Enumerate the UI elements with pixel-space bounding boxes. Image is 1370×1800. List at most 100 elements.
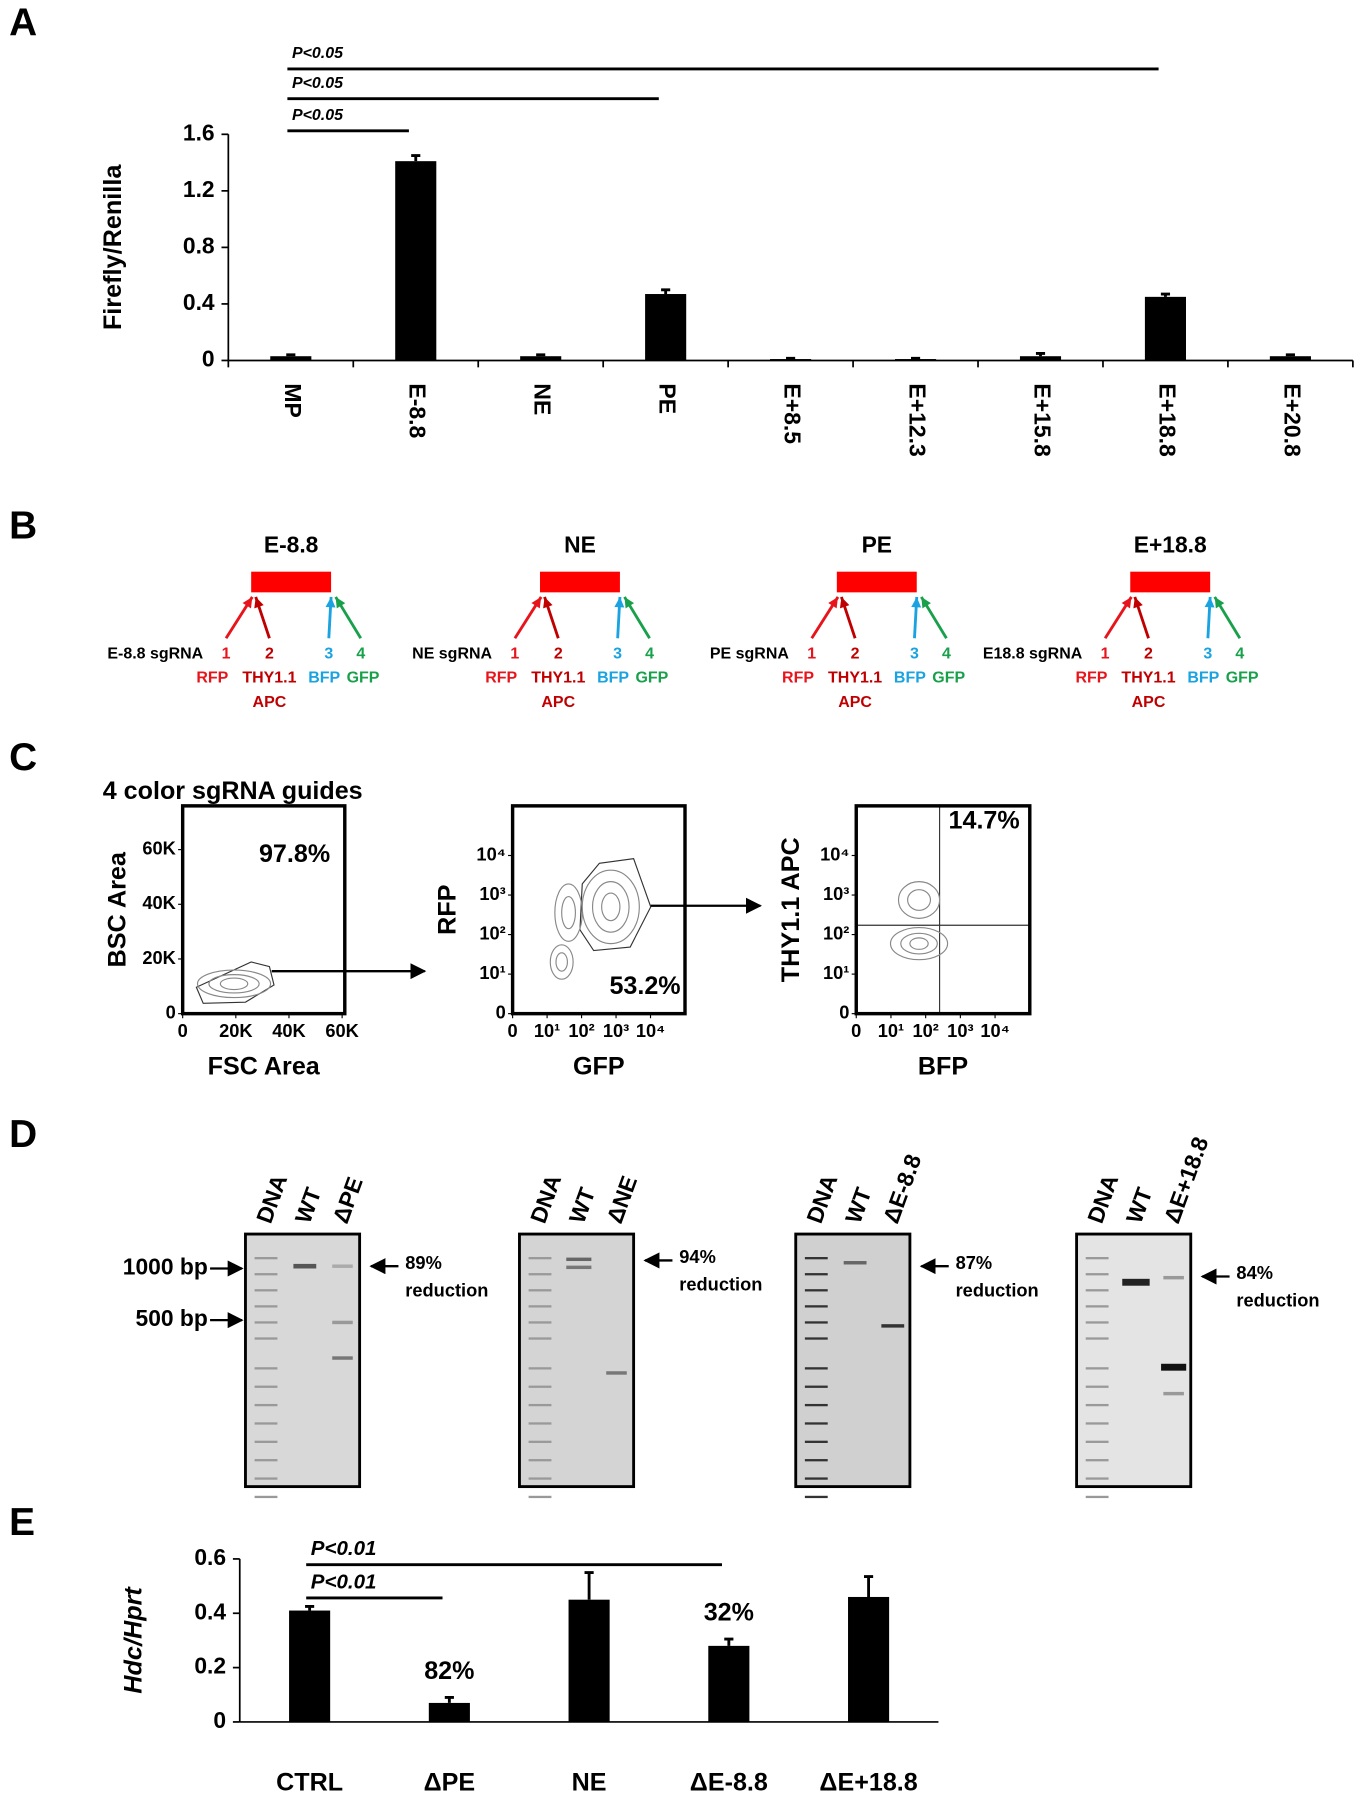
band	[881, 1324, 905, 1328]
guide-sub: APC	[541, 693, 575, 711]
ladder-band	[254, 1403, 278, 1407]
ladder-band	[1085, 1459, 1109, 1462]
lane-label: DNA	[801, 1171, 842, 1227]
reduction-word: reduction	[956, 1279, 1039, 1300]
plot-frame	[510, 804, 687, 1016]
guide-name: GFP	[635, 669, 668, 687]
gate-percent: 53.2%	[609, 972, 680, 1000]
gate	[195, 961, 275, 1004]
ladder-band	[804, 1459, 828, 1462]
x-tick-label: 60K	[325, 1020, 359, 1041]
gel	[1075, 1232, 1193, 1489]
contour	[196, 969, 272, 999]
enhancer-bar	[540, 571, 620, 593]
bar	[1019, 356, 1062, 361]
x-tick-label: 10⁴	[980, 1020, 1009, 1041]
arrow-head	[543, 596, 553, 609]
x-tick-label: PE	[655, 383, 681, 414]
error-bar	[1285, 353, 1295, 357]
reduction-word: reduction	[405, 1279, 488, 1300]
ladder-band	[804, 1440, 828, 1443]
y-axis-label: BSC Area	[103, 851, 131, 967]
ladder-band	[1085, 1440, 1109, 1443]
arrow-head	[254, 596, 264, 609]
band	[332, 1356, 353, 1360]
ladder-band	[254, 1257, 278, 1260]
lane-label: DNA	[1082, 1171, 1123, 1227]
ladder-band	[804, 1321, 828, 1324]
ladder-band	[1085, 1321, 1109, 1324]
x-tick-label: ΔE-8.8	[690, 1769, 768, 1797]
x-tick-label: 0	[851, 1020, 861, 1041]
lane-label: WT	[564, 1184, 601, 1226]
gate-percent: 14.7%	[949, 807, 1020, 835]
y-tick-label: 10⁴	[820, 843, 849, 864]
ladder-band	[254, 1459, 278, 1462]
error-bar	[910, 356, 921, 360]
x-tick-label: 40K	[272, 1020, 306, 1041]
guide-number: 2	[265, 645, 274, 663]
guide-name: RFP	[782, 669, 814, 687]
guide-number: 4	[645, 645, 654, 663]
ladder-band	[254, 1385, 278, 1388]
arrow-head	[1204, 596, 1215, 608]
ladder-band	[804, 1305, 828, 1308]
error-bar	[286, 353, 296, 357]
bar	[428, 1702, 470, 1722]
arrow-head	[614, 596, 625, 608]
size-marker: 500 bp	[136, 1305, 208, 1331]
significance-label: P<0.01	[311, 1570, 377, 1593]
reduction-percent: 94%	[679, 1246, 716, 1267]
y-tick-label: 40K	[142, 892, 176, 913]
x-tick-label: 20K	[219, 1020, 253, 1041]
arrow-head	[242, 596, 253, 609]
ladder-band	[528, 1337, 552, 1340]
guide-number: 1	[510, 645, 519, 663]
band	[1122, 1278, 1150, 1286]
enhancer-title: NE	[564, 531, 596, 557]
panel-label: A	[9, 1, 37, 44]
error-bar	[411, 154, 421, 162]
band	[566, 1257, 592, 1262]
y-tick-label: 0.8	[183, 232, 215, 258]
band	[332, 1264, 353, 1268]
ladder-band	[804, 1422, 828, 1425]
y-axis-label: THY1.1 APC	[777, 837, 805, 982]
ladder-band	[254, 1305, 278, 1308]
gel	[518, 1232, 636, 1489]
gel	[244, 1232, 362, 1489]
guide-name: THY1.1	[531, 669, 585, 687]
guide-name: THY1.1	[1121, 669, 1175, 687]
lane-label: ΔE-8.8	[878, 1150, 927, 1226]
ladder-band	[804, 1385, 828, 1388]
bar-note: 82%	[424, 1657, 474, 1685]
arrow-head	[325, 596, 336, 608]
x-tick-label: E+8.5	[780, 383, 806, 444]
ladder-band	[1085, 1385, 1109, 1388]
y-tick-label: 0	[839, 1001, 849, 1022]
enhancer-title: E+18.8	[1134, 531, 1207, 557]
band	[332, 1320, 353, 1325]
ladder-band	[804, 1289, 828, 1292]
sgrna-label: NE sgRNA	[412, 645, 492, 663]
guide-number: 3	[910, 645, 919, 663]
y-axis-label: Firefly/Renilla	[99, 164, 127, 331]
y-tick-label: 1.6	[183, 119, 215, 145]
ladder-band	[254, 1337, 278, 1340]
error-bar	[1035, 351, 1046, 357]
panel-label: D	[9, 1113, 37, 1156]
ladder-band	[528, 1257, 552, 1260]
significance-label: P<0.05	[292, 74, 344, 92]
ladder-band	[254, 1440, 278, 1443]
band	[1163, 1391, 1184, 1396]
guide-number: 2	[554, 645, 563, 663]
guide-number: 4	[356, 645, 365, 663]
x-tick-label: NE	[572, 1769, 607, 1797]
panel-label: E	[9, 1501, 35, 1544]
significance-label: P<0.05	[292, 106, 344, 124]
guide-name: RFP	[1075, 669, 1107, 687]
arrow-head	[624, 596, 635, 609]
ladder-band	[254, 1477, 278, 1480]
significance-label: P<0.05	[292, 44, 344, 62]
ladder-band	[254, 1495, 278, 1499]
